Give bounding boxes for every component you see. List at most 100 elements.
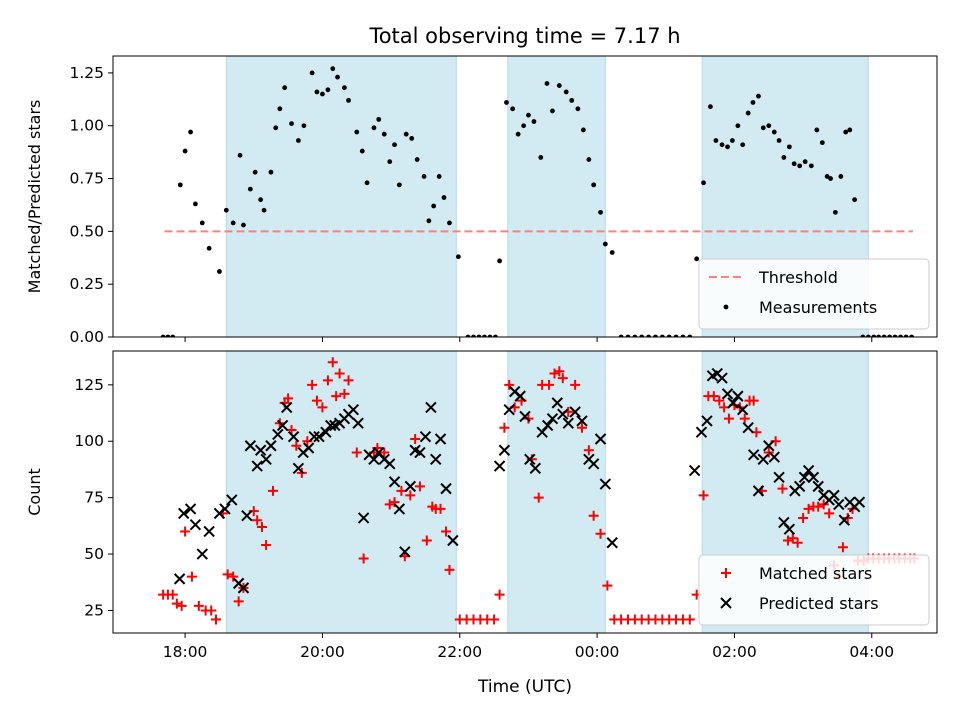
measurement-point [531,119,537,124]
predicted-star-point [178,507,190,520]
predicted-star-point [541,419,554,432]
predicted-star-point [853,496,866,508]
axes-frame [112,350,938,634]
predicted-star-point [393,503,406,515]
measurement-point [814,127,820,133]
matched-star-point [489,614,500,625]
predicted-star-point [727,397,739,409]
predicted-star-point [519,410,531,423]
legend-predicted-swatch [720,597,732,609]
matched-star-point [414,481,425,492]
matched-star-point [684,614,695,625]
matched-star-point [824,508,835,519]
predicted-star-point [557,408,569,420]
matched-star-point [499,422,510,433]
matched-star-point [444,564,455,575]
matched-star-point [837,542,848,553]
matched-star-point [708,391,719,402]
predicted-star-point [551,397,563,409]
measurement-point [819,140,825,146]
predicted-star-point [404,480,417,493]
measurement-point [504,100,509,105]
measurement-point [455,254,461,260]
measurement-point [887,334,893,337]
predicted-star-point [732,390,744,402]
matched-star-point [554,366,565,377]
predicted-star-point [419,431,432,443]
matched-star-point [739,413,750,424]
measurement-point [170,334,176,337]
predicted-star-point [587,458,600,470]
measurement-point [713,138,719,143]
predicted-star-point [773,471,785,484]
predicted-star-point [189,519,202,531]
matched-star-point [748,395,759,406]
matched-star-point [180,526,191,537]
predicted-star-point [701,415,713,427]
legend-label: Measurements [759,298,877,317]
predicted-star-point [498,444,511,456]
predicted-star-point [736,403,749,416]
measurement-point [371,125,377,131]
matched-star-point [351,447,362,458]
matched-star-point [714,395,725,406]
measurement-point [740,142,746,148]
measurement-point [808,163,814,169]
measurement-point [719,142,725,148]
measurement-point [325,87,331,93]
matched-star-point [557,373,568,384]
y-axis-label: Count [25,468,44,516]
matched-star-point [206,605,217,616]
measurement-point [160,334,166,337]
measurement-point [544,81,550,86]
predicted-star-point [688,464,701,477]
measurement-point [252,169,258,175]
matched-star-point [167,589,178,600]
predicted-star-point [576,415,588,427]
measurement-point [335,74,340,80]
matched-star-point [311,395,322,406]
predicted-star-point [352,417,364,429]
matched-star-point [222,569,233,580]
matched-star-point [291,440,302,451]
measurement-point [659,334,665,337]
matched-star-point [544,379,555,390]
measurement-point [756,93,761,99]
measurement-point [436,174,442,179]
matched-star-point [384,499,395,510]
predicted-star-point [828,489,840,502]
matched-star-point [379,447,390,458]
measurement-point [881,334,887,337]
y-tick-label: 50 [84,545,104,563]
measurement-point [725,144,730,150]
matched-star-point [435,503,446,514]
measurement-point [364,180,370,186]
measurement-point [237,152,243,158]
matched-star-point [504,379,515,390]
predicted-star-point [324,419,337,432]
matched-star-point [583,445,594,456]
matched-star-point [719,402,730,413]
y-tick-label: 0.50 [69,222,104,240]
predicted-star-point [838,514,851,526]
measurement-point [852,197,857,203]
measurement-point [342,85,347,91]
predicted-star-point [599,478,612,490]
matched-star-point [803,503,814,514]
predicted-star-point [430,453,442,465]
predicted-star-point [292,462,305,475]
matched-star-point [233,596,244,607]
matched-star-point [698,490,709,501]
measurement-point [580,127,586,133]
measurement-point [465,334,471,337]
predicted-star-point [241,509,253,522]
measurement-point [898,334,904,337]
predicted-star-point [173,573,186,585]
predicted-star-point [276,419,289,432]
matched-star-point [193,600,204,611]
y-tick-label: 1.00 [69,117,104,135]
measurement-point [282,85,288,91]
measurement-point [847,127,853,133]
measurement-point [569,97,575,103]
matched-star-point [798,512,809,523]
